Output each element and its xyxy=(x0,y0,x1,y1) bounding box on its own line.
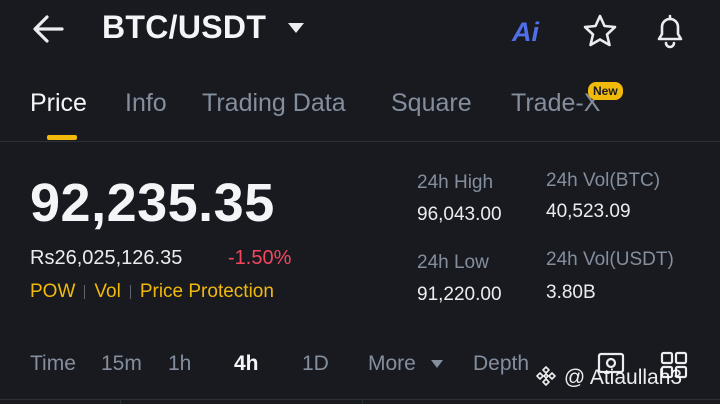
price-change-percent: -1.50% xyxy=(228,247,292,269)
bottom-divider xyxy=(0,399,720,400)
stat-vol-btc-value: 40,523.09 xyxy=(546,201,631,222)
stat-vol-btc-label: 24h Vol(BTC) xyxy=(546,170,661,191)
back-arrow-icon xyxy=(33,15,64,43)
chevron-down-icon[interactable] xyxy=(288,23,304,33)
new-badge: New xyxy=(588,82,623,100)
chart-divider-tick xyxy=(362,399,363,404)
interval-4h[interactable]: 4h xyxy=(234,352,259,375)
fiat-price: Rs26,025,126.35 xyxy=(30,247,183,269)
stat-vol-usdt-value: 3.80B xyxy=(546,282,596,303)
interval-more[interactable]: More xyxy=(368,352,416,375)
tab-square[interactable]: Square xyxy=(391,89,472,117)
layout-button[interactable] xyxy=(659,350,689,385)
header-divider xyxy=(0,141,720,142)
chart-settings-icon xyxy=(597,352,625,374)
tab-trade-x[interactable]: Trade-X xyxy=(511,89,601,117)
star-icon xyxy=(583,14,617,47)
grid-icon xyxy=(660,351,688,379)
tab-trading-data[interactable]: Trading Data xyxy=(202,89,346,117)
chart-divider-tick xyxy=(120,399,121,404)
interval-1h[interactable]: 1h xyxy=(168,352,192,375)
tag-divider xyxy=(84,284,86,299)
last-price: 92,235.35 xyxy=(30,173,275,233)
watermark-text: @ Atiaullah3 xyxy=(563,366,683,389)
tab-price[interactable]: Price xyxy=(30,89,87,117)
tag-divider xyxy=(129,284,131,299)
ai-assistant-button[interactable]: Ai xyxy=(512,17,539,47)
interval-time[interactable]: Time xyxy=(30,352,76,375)
binance-logo-icon xyxy=(536,366,556,386)
tag-vol[interactable]: Vol xyxy=(94,281,121,302)
stat-low-label: 24h Low xyxy=(417,252,489,273)
tag-pow[interactable]: POW xyxy=(30,281,76,302)
stat-vol-usdt-label: 24h Vol(USDT) xyxy=(546,249,674,270)
watermark: @ Atiaullah3 xyxy=(534,364,682,390)
chevron-down-icon[interactable] xyxy=(431,360,443,368)
pair-selector[interactable]: BTC/USDT xyxy=(102,9,267,45)
back-button[interactable] xyxy=(30,12,70,46)
active-tab-indicator xyxy=(47,135,77,140)
stat-high-label: 24h High xyxy=(417,172,494,193)
bell-icon xyxy=(657,14,683,49)
tag-row: POW Vol Price Protection xyxy=(30,281,274,303)
favorite-button[interactable] xyxy=(580,12,620,50)
tab-info[interactable]: Info xyxy=(125,89,167,117)
interval-15m[interactable]: 15m xyxy=(101,352,142,375)
stat-high-value: 96,043.00 xyxy=(417,204,502,225)
interval-1d[interactable]: 1D xyxy=(302,352,329,375)
stat-low-value: 91,220.00 xyxy=(417,284,502,305)
tag-price-protection[interactable]: Price Protection xyxy=(139,281,274,302)
chart-settings-button[interactable] xyxy=(596,350,628,387)
depth-tab[interactable]: Depth xyxy=(473,352,530,375)
notifications-button[interactable] xyxy=(650,10,690,50)
